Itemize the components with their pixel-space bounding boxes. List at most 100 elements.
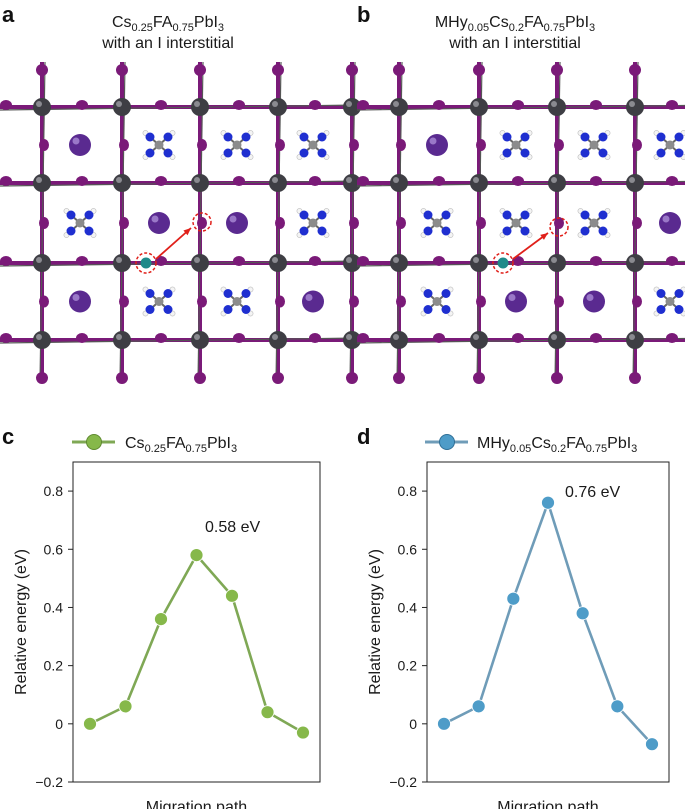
iodide-atom: [393, 64, 405, 76]
lead-atom-highlight: [551, 257, 557, 263]
lead-atom: [390, 174, 408, 192]
lead-atom-highlight: [116, 334, 122, 340]
iodide-atom: [39, 295, 49, 308]
lead-atoms: [390, 98, 644, 349]
nitrogen-atom: [299, 132, 309, 142]
fa-cation: [142, 130, 176, 160]
cesium-cation: [302, 290, 324, 313]
fa-cation: [420, 286, 454, 317]
fa-cation: [296, 208, 330, 238]
panel-c-letter: c: [2, 424, 14, 449]
iodide-atom: [551, 372, 563, 384]
nitrogen-atom: [317, 210, 327, 220]
nitrogen-atom: [299, 210, 309, 220]
fa-cation: [499, 208, 533, 238]
iodide-atom: [396, 139, 406, 151]
chart-c: −0.2 0 0.2 0.4 0.6 0.8 Relative energy (eV) Mig…: [13, 461, 321, 809]
lead-atom-highlight: [473, 257, 479, 263]
iodide-atom: [473, 372, 485, 384]
nitrogen-atom: [441, 289, 451, 298]
fa-cation: [577, 130, 611, 160]
lead-atom: [269, 254, 287, 272]
lead-atom-highlight: [393, 334, 399, 340]
iodide-atom: [119, 295, 129, 308]
a-site-cations: [420, 130, 685, 317]
pb-i-bond: [356, 104, 685, 111]
carbon-atom: [665, 140, 675, 150]
cesium-highlight: [72, 137, 80, 145]
iodide-atom: [357, 100, 369, 110]
iodide-atoms: [357, 64, 678, 384]
carbon-atom: [432, 218, 442, 228]
nitrogen-atom: [317, 132, 327, 142]
data-point: [296, 725, 310, 740]
lead-atom-highlight: [346, 257, 352, 263]
cesium-cation: [659, 212, 681, 234]
pb-i-bond: [356, 260, 685, 267]
panel-b-title: MHy0.05Cs0.2FA0.75PbI3: [435, 14, 595, 34]
lead-atom-highlight: [116, 101, 122, 107]
lead-atom: [470, 174, 488, 192]
lead-atom: [390, 331, 408, 349]
lead-atom-highlight: [116, 257, 122, 263]
lead-atom-highlight: [36, 257, 42, 263]
lead-atom: [390, 98, 408, 116]
lead-atom: [626, 254, 644, 272]
iodide-atom: [632, 217, 642, 229]
lead-atom: [191, 98, 209, 116]
iodide-atom: [349, 217, 359, 229]
cesium-highlight: [586, 294, 594, 301]
nitrogen-atom: [163, 132, 173, 142]
iodide-atom: [233, 333, 245, 343]
nitrogen-atom: [598, 148, 608, 158]
y-tick-label: 0.2: [44, 658, 64, 674]
nitrogen-atom: [520, 210, 530, 220]
nitrogen-atom: [674, 132, 684, 142]
nitrogen-atom: [441, 210, 451, 220]
nitrogen-atom: [299, 226, 309, 236]
lead-atom-highlight: [346, 177, 352, 183]
iodide-atom: [272, 64, 284, 76]
iodide-atom: [0, 100, 12, 110]
nitrogen-atom: [580, 226, 590, 236]
iodide-atom: [155, 256, 167, 266]
iodide-atom: [632, 139, 642, 151]
lead-atom: [33, 254, 51, 272]
end-site-circle: [192, 212, 212, 232]
lead-atom-highlight: [116, 177, 122, 183]
lead-atom: [113, 174, 131, 192]
nitrogen-atom: [223, 132, 233, 142]
iodide-atom: [76, 333, 88, 343]
iodide-atom: [512, 176, 524, 186]
lead-atom-highlight: [629, 334, 635, 340]
lead-atom-highlight: [36, 334, 42, 340]
cesium-cation: [505, 290, 527, 313]
iodide-atom: [0, 176, 12, 186]
carbon-atom: [154, 140, 164, 150]
y-tick-label: 0: [55, 716, 63, 732]
carbon-atom: [308, 140, 318, 150]
fa-cation: [499, 130, 533, 160]
lead-atom-highlight: [629, 177, 635, 183]
iodide-atom: [433, 333, 445, 343]
data-point: [471, 699, 486, 714]
x-axis-label: Migration path: [146, 799, 247, 809]
nitrogen-atom: [656, 289, 666, 298]
lead-atom: [470, 98, 488, 116]
data-point: [610, 699, 625, 714]
lead-atom: [626, 98, 644, 116]
barrier-annotation: 0.76 eV: [565, 484, 620, 501]
pb-i-bond: [356, 337, 685, 344]
nitrogen-atom: [145, 305, 155, 314]
nitrogen-atom: [656, 305, 666, 314]
lead-atom-highlight: [393, 101, 399, 107]
lead-atom: [269, 174, 287, 192]
nitrogen-atom: [241, 148, 251, 158]
y-tick-label: 0.6: [44, 541, 64, 557]
nitrogen-atom: [441, 305, 451, 314]
migration-arrow: [155, 227, 192, 260]
iodide-atom: [476, 217, 486, 229]
chart-d: −0.2 0 0.2 0.4 0.6 0.8 Relative energy (eV) Mig…: [367, 461, 670, 809]
lead-atom: [390, 254, 408, 272]
